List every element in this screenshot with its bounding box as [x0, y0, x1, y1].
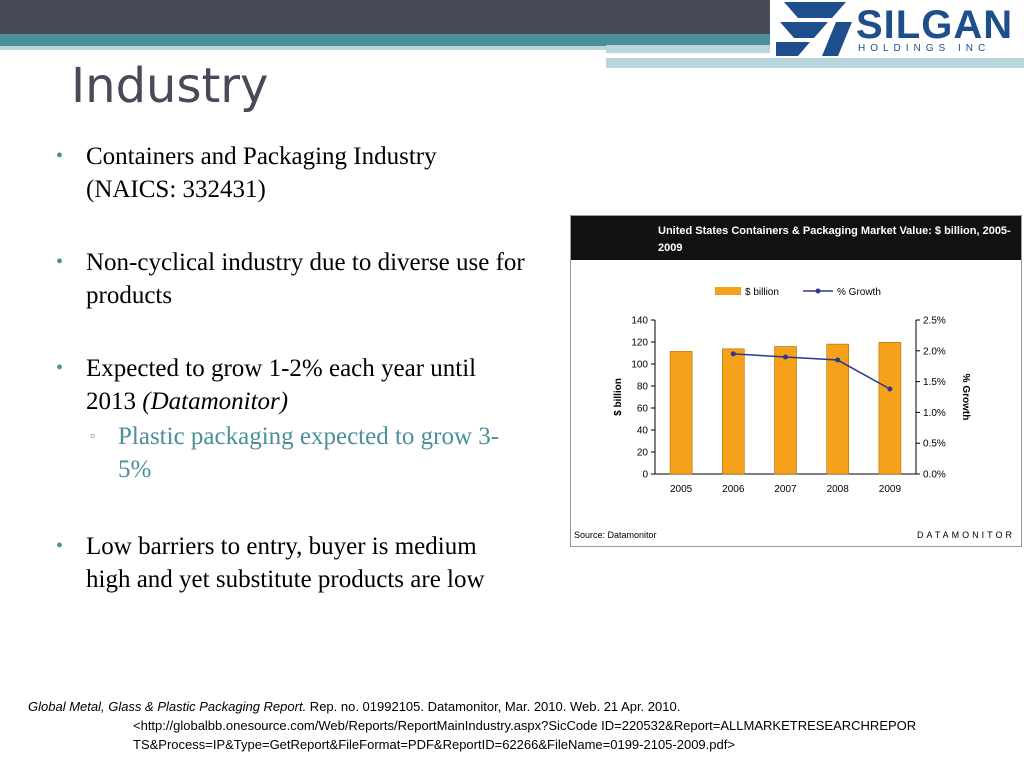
logo-wordmark: SILGAN [856, 3, 1014, 47]
bar [878, 342, 902, 475]
sub-bullet-square-icon: ▫ [90, 429, 95, 444]
chart-panel: United States Containers & Packaging Mar… [570, 215, 1022, 547]
header-accent-stripe [0, 34, 770, 46]
y2-axis-label: % Growth [960, 374, 971, 421]
y-tick-label: 80 [637, 382, 649, 393]
x-tick-label: 2008 [827, 484, 850, 495]
chart-brand: DATAMONITOR [917, 530, 1015, 540]
bullet-item: • Low barriers to entry, buyer is medium… [56, 530, 526, 596]
chart-plot: $ billion % Growth 0 20 40 60 80 100 120 140 0.0% 0… [613, 287, 971, 495]
y-tick-label: 120 [631, 338, 648, 349]
bullet-text: Containers and Packaging Industry (NAICS… [86, 143, 437, 203]
right-light-stripe-bottom [606, 58, 1024, 68]
bullet-dot-icon: • [56, 251, 64, 273]
growth-point [835, 357, 841, 363]
sub-bullet-item: ▫ Plastic packaging expected to grow 3-5… [56, 420, 526, 486]
growth-point [887, 386, 893, 392]
bullet-text: Low barriers to entry, buyer is medium h… [86, 533, 485, 593]
x-tick-label: 2005 [670, 484, 693, 495]
x-tick-label: 2007 [774, 484, 797, 495]
chart-header: United States Containers & Packaging Mar… [571, 216, 1021, 260]
y-axis-label: $ billion [613, 378, 624, 416]
bullet-source: (Datamonitor) [142, 388, 289, 415]
citation-title: Global Metal, Glass & Plastic Packaging … [28, 699, 307, 714]
header-bar [0, 0, 770, 34]
bar [826, 343, 849, 475]
growth-point [730, 351, 736, 357]
growth-line [733, 353, 891, 390]
citation: Global Metal, Glass & Plastic Packaging … [28, 697, 988, 754]
y-tick-label: 20 [637, 448, 649, 459]
growth-point [783, 354, 788, 360]
chart-source: Source: Datamonitor [574, 530, 657, 540]
bullet-item: • Expected to grow 1-2% each year until … [56, 352, 526, 486]
sub-bullet-text: Plastic packaging expected to grow 3-5% [118, 423, 500, 483]
y2-tick-label: 0.5% [923, 439, 946, 450]
x-tick-label: 2009 [879, 484, 902, 495]
y2-tick-label: 1.0% [923, 408, 946, 419]
y-tick-label: 100 [631, 360, 648, 371]
y2-tick-label: 1.5% [923, 377, 946, 388]
citation-url: <http://globalbb.onesource.com/Web/Repor… [133, 718, 917, 752]
slide-title: Industry [71, 58, 269, 114]
y-tick-label: 0 [642, 470, 648, 481]
legend-label-bar: $ billion [745, 287, 779, 298]
y2-tick-label: 2.0% [923, 346, 946, 357]
y-tick-label: 40 [637, 426, 649, 437]
header-light-stripe [0, 46, 770, 50]
bullet-text: Expected to grow 1-2% each year until 20… [86, 355, 477, 415]
bar [774, 346, 797, 475]
citation-details: Rep. no. 01992105. Datamonitor, Mar. 201… [306, 699, 681, 714]
bullet-dot-icon: • [56, 535, 64, 557]
silgan-logo: SILGAN HOLDINGS INC [770, 0, 1024, 58]
bullet-item: • Containers and Packaging Industry (NAI… [56, 140, 526, 206]
silgan-logo-mark-icon [776, 2, 852, 56]
bullet-list: • Containers and Packaging Industry (NAI… [56, 140, 526, 636]
bullet-dot-icon: • [56, 145, 64, 167]
y-tick-label: 140 [631, 316, 648, 327]
chart-title: United States Containers & Packaging Mar… [658, 225, 1011, 254]
bullet-item: • Non-cyclical industry due to diverse u… [56, 246, 526, 312]
legend-label-line: % Growth [837, 287, 881, 298]
bar [669, 351, 693, 475]
legend-swatch-marker [815, 288, 821, 294]
bar [722, 348, 745, 475]
y2-tick-label: 2.5% [923, 316, 946, 327]
logo-subtext: HOLDINGS INC [858, 43, 991, 54]
x-tick-label: 2006 [722, 484, 745, 495]
bullet-dot-icon: • [56, 357, 64, 379]
legend-swatch-bar [715, 287, 741, 295]
y-tick-label: 60 [637, 404, 649, 415]
bullet-text: Non-cyclical industry due to diverse use… [86, 249, 525, 309]
y2-tick-label: 0.0% [923, 470, 946, 481]
